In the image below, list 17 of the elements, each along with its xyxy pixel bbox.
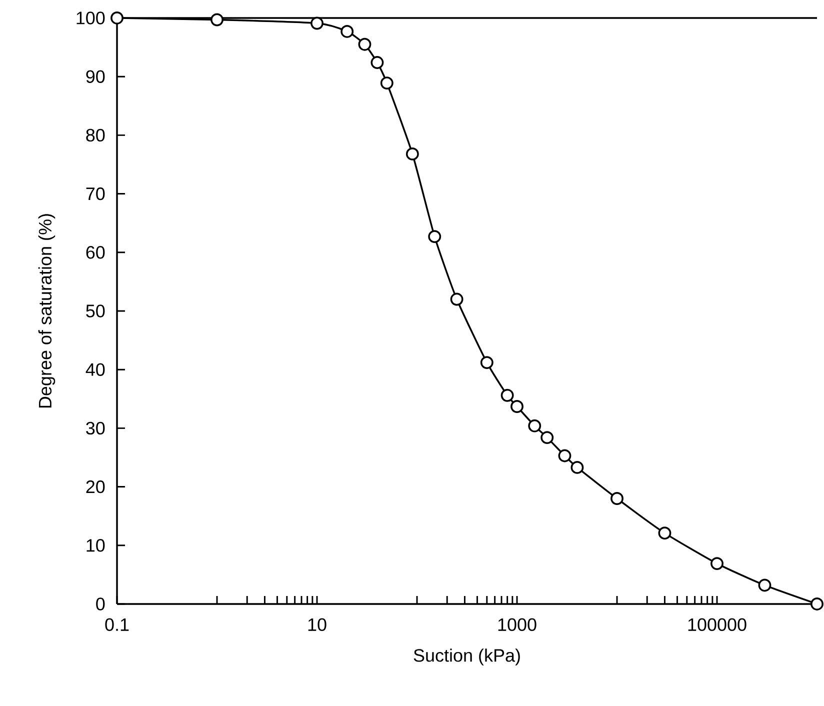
y-axis-title: Degree of saturation (%) <box>38 214 56 408</box>
y-tick-label: 20 <box>86 480 105 494</box>
y-tick-label: 10 <box>86 539 105 552</box>
x-tick-label: 100000 <box>688 618 746 631</box>
y-tick-label: 50 <box>86 304 105 318</box>
x-axis-title: Suction (kPa) <box>414 648 520 666</box>
x-tick-label: 1000 <box>498 618 536 631</box>
y-tick-label: 60 <box>86 246 105 259</box>
y-tick-label: 70 <box>86 187 105 200</box>
x-tick-label: 10 <box>308 618 326 631</box>
y-tick-label: 40 <box>86 363 105 376</box>
y-tick-label: 90 <box>86 70 105 83</box>
y-tick-label: 30 <box>86 422 105 435</box>
y-tick-label: 0 <box>96 598 105 610</box>
x-tick-label: 0.1 <box>105 618 129 631</box>
y-tick-label: 80 <box>86 128 105 142</box>
y-tick-label: 100 <box>76 12 105 24</box>
